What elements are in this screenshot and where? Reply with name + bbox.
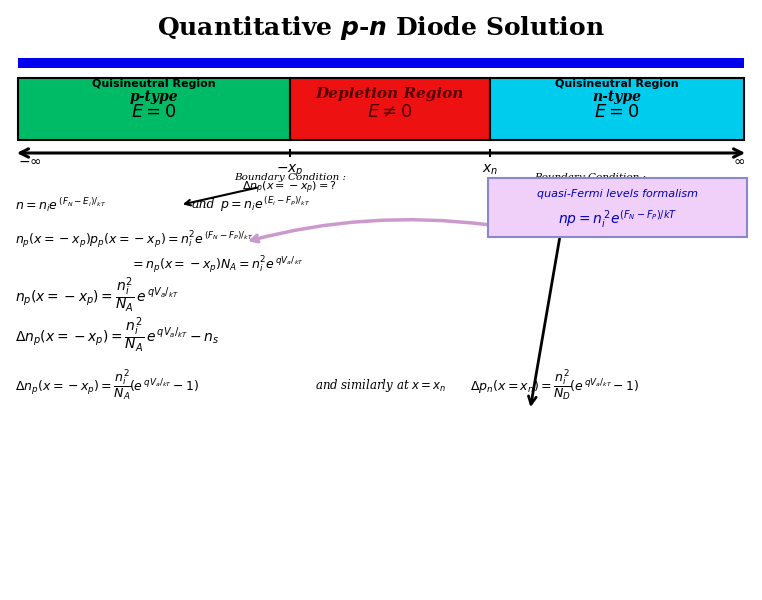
Text: Quantitative $\bfit{p}$-$\bfit{n}$ Diode Solution: Quantitative $\bfit{p}$-$\bfit{n}$ Diode… [157, 14, 605, 42]
Text: $p=n_i e^{\,(E_i-F_P)/_{kT}}$: $p=n_i e^{\,(E_i-F_P)/_{kT}}$ [220, 196, 310, 214]
Text: quasi-Fermi levels formalism: quasi-Fermi levels formalism [537, 189, 698, 199]
FancyBboxPatch shape [488, 178, 747, 237]
Bar [18, 78, 290, 140]
Bar [18, 58, 744, 68]
Text: $\Delta p_n(x=x_n)=\dfrac{n_i^2}{N_D}\!\left(e^{\,qV_a/_{kT}}-1\right)$: $\Delta p_n(x=x_n)=\dfrac{n_i^2}{N_D}\!\… [470, 367, 639, 403]
Text: $E=0$: $E=0$ [131, 103, 177, 121]
Text: $E=0$: $E=0$ [594, 103, 640, 121]
Text: Boundary Condition :: Boundary Condition : [534, 173, 646, 182]
Text: and similarly at $x=x_n$: and similarly at $x=x_n$ [315, 377, 447, 394]
Text: $=n_p(x=-x_p)N_A=n_i^2 e^{\,qV_a/_{kT}}$: $=n_p(x=-x_p)N_A=n_i^2 e^{\,qV_a/_{kT}}$ [130, 254, 304, 275]
Text: p-type: p-type [130, 90, 178, 104]
Text: $\Delta n_p(x=-x_p)=\dfrac{n_i^2}{N_A}\,e^{\,qV_a/_{kT}}-n_s$: $\Delta n_p(x=-x_p)=\dfrac{n_i^2}{N_A}\,… [15, 316, 219, 355]
Text: $E\neq 0$: $E\neq 0$ [367, 103, 413, 121]
Text: and: and [192, 199, 216, 211]
Text: n-type: n-type [593, 90, 642, 104]
Bar [490, 78, 744, 140]
Text: $n_p(x=-x_p)=\dfrac{n_i^2}{N_A}\,e^{\,qV_a/_{kT}}$: $n_p(x=-x_p)=\dfrac{n_i^2}{N_A}\,e^{\,qV… [15, 275, 178, 314]
Text: $\Delta n_p(x=-x_p)=\dfrac{n_i^2}{N_A}\!\left(e^{\,qV_a/_{kT}}-1\right)$: $\Delta n_p(x=-x_p)=\dfrac{n_i^2}{N_A}\!… [15, 367, 199, 403]
Text: $n=n_i e^{\,(F_N-E_i)/_{kT}}$: $n=n_i e^{\,(F_N-E_i)/_{kT}}$ [15, 196, 106, 214]
Text: $\Delta p_n(x-x_n)-?$: $\Delta p_n(x-x_n)-?$ [549, 180, 631, 194]
Text: $\Delta n_p(x=-x_p)=?$: $\Delta n_p(x=-x_p)=?$ [242, 180, 338, 196]
Bar [290, 78, 490, 140]
Text: Quisineutral Region: Quisineutral Region [555, 79, 679, 89]
Text: $n_p(x=-x_p)p_p(x=-x_p)=n_i^2 e^{\,(F_N-F_P)/_{kT}}$: $n_p(x=-x_p)p_p(x=-x_p)=n_i^2 e^{\,(F_N-… [15, 230, 254, 250]
Text: Quisineutral Region: Quisineutral Region [92, 79, 216, 89]
Text: Depletion Region: Depletion Region [315, 87, 464, 101]
Text: $-\infty$: $-\infty$ [18, 154, 42, 168]
Text: $-x_p$: $-x_p$ [276, 163, 304, 179]
Text: $\infty$: $\infty$ [733, 154, 745, 168]
Text: $x_n$: $x_n$ [482, 163, 498, 178]
Text: Boundary Condition :: Boundary Condition : [234, 173, 346, 182]
Text: $np=n_i^{\,2}e^{(F_N-F_P)/kT}$: $np=n_i^{\,2}e^{(F_N-F_P)/kT}$ [558, 208, 677, 230]
